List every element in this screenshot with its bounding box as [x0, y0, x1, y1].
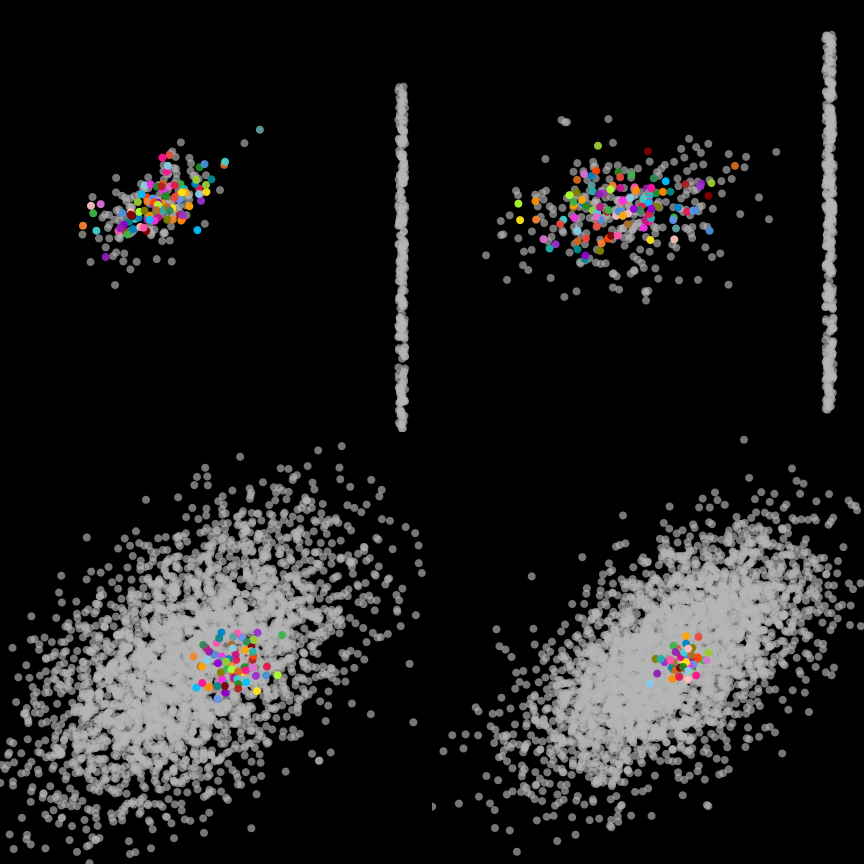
panel-b-svg [432, 0, 864, 432]
panel-d [432, 432, 864, 864]
panel-b [432, 0, 864, 432]
panel-d-svg [432, 432, 864, 864]
panel-a-svg [0, 0, 432, 432]
panel-c-svg [0, 432, 432, 864]
panel-c [0, 432, 432, 864]
panel-a [0, 0, 432, 432]
scatter-grid [0, 0, 864, 864]
